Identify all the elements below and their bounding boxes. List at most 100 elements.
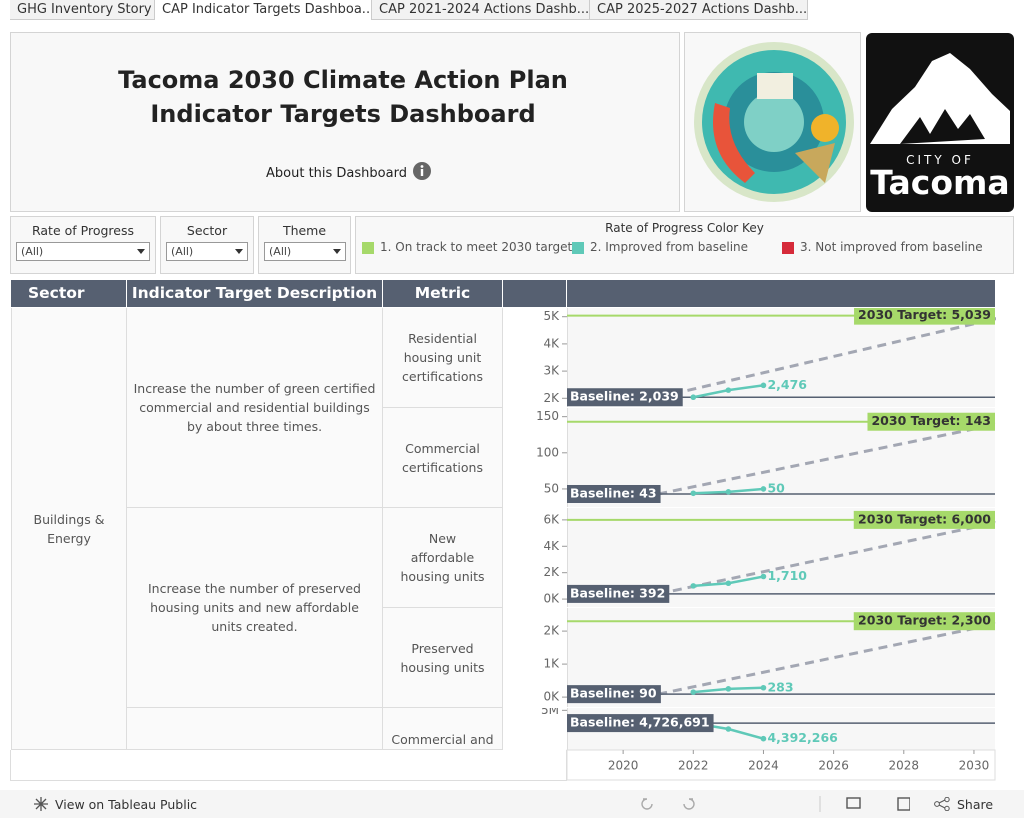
header-text: Sector — [28, 284, 85, 302]
key-swatch — [572, 242, 584, 254]
filter: Sector (All) — [160, 216, 254, 274]
title: Tacoma 2030 Climate Action Plan Indicato… — [11, 63, 675, 131]
actual-point — [725, 726, 732, 732]
x-tick-label: 2026 — [818, 759, 849, 773]
y-tick-label: 4K — [543, 336, 560, 350]
actual-point — [760, 382, 767, 389]
filter-value: (All) — [171, 245, 194, 258]
color-key: Rate of Progress Color Key 1. On track t… — [355, 216, 1014, 274]
metric-cell: Residential housing unit certifications — [383, 308, 503, 408]
key-label: 1. On track to meet 2030 target — [380, 240, 573, 254]
column-header[interactable]: Metric — [383, 280, 503, 307]
column-header — [503, 280, 567, 307]
art-panel — [684, 32, 861, 212]
actual-point — [725, 387, 732, 393]
key-label: 3. Not improved from baseline — [800, 240, 983, 254]
key-swatch — [782, 242, 794, 254]
column-header — [567, 280, 995, 307]
filter: Theme (All) — [258, 216, 351, 274]
about-link[interactable]: About this Dashboard — [266, 166, 407, 181]
y-tick-label: 50 — [544, 481, 559, 495]
header-panel: Tacoma 2030 Climate Action Plan Indicato… — [10, 32, 680, 212]
mountain-graphic — [870, 53, 1010, 144]
actual-point — [725, 686, 732, 692]
axis-spacer — [10, 750, 567, 781]
city-logo: CITY OF Tacoma — [866, 33, 1014, 212]
filter-label: Sector — [186, 223, 228, 238]
baseline-label-bg — [567, 388, 683, 407]
title-line: Indicator Targets Dashboard — [150, 100, 536, 128]
baseline-label-bg — [567, 714, 714, 733]
actual-point — [690, 490, 697, 497]
y-tick-label: 6K — [543, 512, 560, 526]
x-tick-label: 2028 — [889, 759, 920, 773]
header-text: Metric — [414, 284, 471, 302]
actual-point — [760, 573, 767, 580]
description-cell — [127, 708, 383, 750]
baseline-label-bg — [567, 484, 661, 503]
x-axis-band — [566, 749, 996, 781]
actual-point — [760, 486, 767, 492]
baseline-label-bg — [567, 685, 661, 704]
header-text: Indicator Target Description — [131, 284, 378, 302]
y-tick-label: 5K — [543, 309, 560, 323]
filter-dropdown[interactable]: (All) — [166, 242, 248, 261]
y-tick-label: 2K — [543, 391, 560, 405]
filter-dropdown[interactable]: (All) — [16, 242, 150, 261]
description-cell: Increase the number of green certified c… — [127, 308, 383, 508]
x-tick-label: 2024 — [748, 759, 779, 773]
x-tick-label: 2030 — [959, 759, 990, 773]
y-tick-label: 2K — [543, 624, 560, 638]
value-label: 4,392,266 — [767, 730, 838, 745]
indicator-chart: 0K 1K 2K 283 Baseline: 90 2030 Target: 2,300 — [543, 608, 996, 707]
actual-point — [760, 735, 767, 742]
value-label: 283 — [767, 679, 793, 694]
filter-dropdown[interactable]: (All) — [264, 242, 346, 261]
tab[interactable]: CAP Indicator Targets Dashboa... — [155, 0, 372, 20]
tableau-icon — [34, 797, 48, 811]
toolbar-icons — [641, 796, 910, 812]
filter: Rate of Progress (All) — [10, 216, 156, 274]
key-swatch — [362, 242, 374, 254]
actual-point — [690, 689, 697, 695]
share-icon — [934, 797, 950, 811]
column-header[interactable]: Sector — [11, 280, 127, 307]
y-tick-label: 2K — [543, 565, 560, 579]
y-tick-label: 4K — [543, 539, 560, 553]
filter-label: Rate of Progress — [31, 223, 134, 238]
y-tick-label: 0K — [543, 592, 560, 606]
baseline-label: Baseline: 392 — [570, 585, 665, 600]
baseline-label: Baseline: 90 — [570, 686, 657, 701]
filter-label: Theme — [282, 223, 327, 238]
baseline-label: Baseline: 43 — [570, 485, 657, 500]
indicator-charts: 2K 3K 4K 5K 2,476 Baseline: 2,039 2030 Target:… — [536, 308, 996, 781]
info-icon[interactable] — [412, 161, 432, 181]
baseline-label-bg — [567, 584, 670, 603]
baseline-label: Baseline: 4,726,691 — [570, 715, 710, 730]
y-tick-label: 3K — [543, 364, 560, 378]
target-label-bg — [854, 308, 995, 325]
tab[interactable]: CAP 2025-2027 Actions Dashb... — [590, 0, 808, 20]
cap-artwork — [694, 42, 854, 202]
filter-value: (All) — [21, 245, 44, 258]
color-key-title: Rate of Progress Color Key — [605, 221, 764, 235]
x-tick-label: 2020 — [608, 759, 639, 773]
value-label: 50 — [767, 480, 785, 495]
logo-text: CITY OF — [906, 153, 974, 167]
sector-cell: Buildings & Energy — [11, 308, 127, 750]
footer: View on Tableau Public Share — [0, 790, 1024, 818]
value-label: 2,476 — [767, 377, 807, 392]
actual-point — [690, 394, 697, 401]
actual-point — [725, 580, 732, 587]
tab[interactable]: CAP 2021-2024 Actions Dashb... — [372, 0, 590, 20]
trajectory-line — [657, 317, 996, 399]
column-header[interactable]: Indicator Target Description — [127, 280, 383, 307]
share-button[interactable]: Share — [957, 797, 994, 812]
view-on-tableau[interactable]: View on Tableau Public — [55, 797, 198, 812]
tab[interactable]: GHG Inventory Story — [10, 0, 155, 20]
title-line: Tacoma 2030 Climate Action Plan — [118, 66, 568, 94]
indicator-chart: 0K 2K 4K 6K 1,710 Baseline: 392 2030 Target: 6… — [543, 508, 996, 607]
target-label: 2030 Target: 2,300 — [858, 613, 991, 628]
metric-cell: New affordable housing units — [383, 508, 503, 608]
